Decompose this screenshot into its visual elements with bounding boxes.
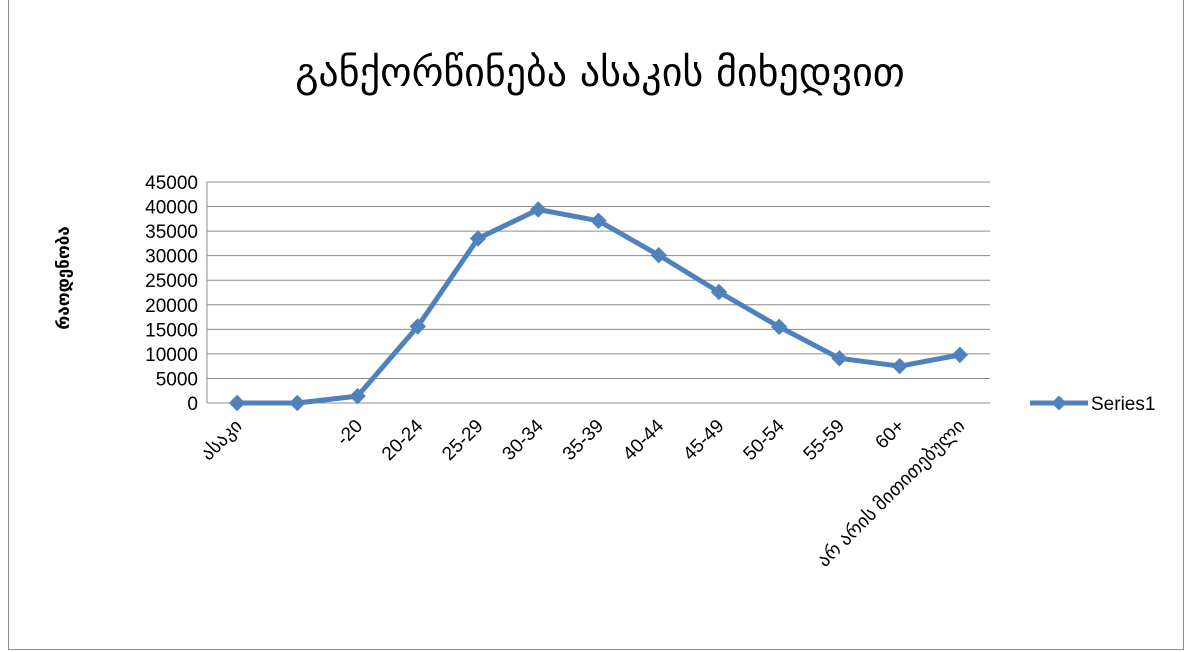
data-point-marker	[289, 394, 306, 412]
x-tick-label: 60+	[872, 416, 910, 454]
data-point-marker	[530, 201, 547, 218]
series-line	[237, 207, 961, 406]
x-tick-label: 30-34	[499, 415, 549, 465]
y-tick-label: 25000	[145, 271, 198, 292]
data-point-marker	[469, 230, 487, 247]
y-tick-label: 20000	[145, 296, 198, 317]
data-point-marker	[951, 346, 969, 364]
x-tick-label: 40-44	[619, 415, 669, 465]
x-tick-label: 35-39	[559, 416, 608, 465]
y-tick-label: 40000	[145, 198, 198, 219]
y-tick-label: 10000	[145, 345, 198, 366]
y-axis-label: რაოდენობა	[54, 226, 74, 329]
x-tick-label: -20	[333, 416, 367, 450]
chart-frame	[8, 0, 1184, 650]
y-tick-label: 0	[187, 394, 198, 415]
y-tick-label: 15000	[145, 320, 198, 341]
chart-title: განქორწინება ასაკის მიხედვით	[295, 50, 905, 96]
x-tick-label: 20-24	[378, 415, 428, 465]
data-point-marker	[650, 246, 667, 264]
data-point-marker	[770, 318, 788, 336]
data-point-marker	[409, 318, 427, 335]
x-tick-label: ასაკი	[197, 416, 246, 465]
x-tick-label: 50-54	[740, 415, 790, 465]
x-tick-label: 25-29	[438, 416, 487, 465]
y-tick-label: 30000	[145, 247, 198, 268]
data-point-marker	[831, 350, 848, 367]
data-point-marker	[590, 212, 607, 230]
y-tick-label: 5000	[156, 369, 198, 390]
y-tick-label: 45000	[145, 173, 198, 194]
data-point-marker	[228, 394, 246, 412]
data-point-marker	[349, 387, 366, 405]
legend-marker	[1051, 395, 1067, 411]
legend-label: Series1	[1091, 394, 1155, 415]
x-tick-label: 45-49	[679, 416, 728, 465]
data-point-marker	[710, 283, 728, 301]
y-tick-label: 35000	[145, 222, 198, 243]
x-tick-label: 55-59	[800, 416, 849, 465]
data-point-marker	[891, 357, 908, 375]
